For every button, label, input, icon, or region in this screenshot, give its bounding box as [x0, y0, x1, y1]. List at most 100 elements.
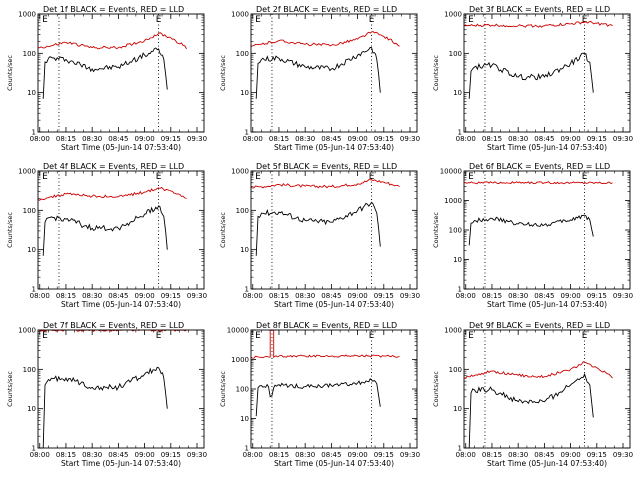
x-tick-label: 08:15	[482, 292, 502, 300]
series-events-line	[468, 372, 594, 449]
x-tick-label: 09:15	[587, 292, 607, 300]
x-tick-label: 08:00	[243, 292, 263, 300]
y-tick-label: 100	[23, 207, 36, 215]
x-tick-label: 08:00	[30, 135, 50, 143]
x-tick-label: 08:30	[82, 292, 102, 300]
x-tick-label: 08:30	[82, 451, 102, 459]
series-lld-line	[37, 32, 187, 50]
x-axis-label: Start Time (05-Jun-14 07:53:40)	[274, 459, 394, 468]
plot-frame	[37, 13, 205, 133]
x-tick-label: 09:00	[134, 292, 154, 300]
y-tick-label: 10	[27, 405, 36, 413]
plot-frame	[463, 13, 631, 133]
event-marker-E: E	[255, 172, 261, 182]
y-tick-label: 1000	[444, 197, 462, 205]
panel-8: Det 8f BLACK = Events, RED = LLD 1 10 100 10…	[219, 321, 420, 468]
x-tick-label: 08:30	[508, 451, 528, 459]
plot-frame	[250, 170, 418, 290]
plot-frame	[37, 329, 205, 449]
panel-title: Det 3f BLACK = Events, RED = LLD	[469, 5, 610, 14]
x-tick-label: 08:30	[295, 135, 315, 143]
y-tick-label: 1	[32, 286, 36, 294]
x-tick-label: 09:00	[347, 451, 367, 459]
x-tick-label: 09:00	[560, 451, 580, 459]
y-tick-label: 10	[240, 246, 249, 254]
panel-title: Det 5f BLACK = Events, RED = LLD	[256, 162, 397, 171]
series-events-line	[42, 366, 168, 449]
x-axis-label: Start Time (05-Jun-14 07:53:40)	[487, 300, 607, 309]
x-tick-label: 09:30	[613, 451, 633, 459]
x-tick-label: 09:15	[374, 135, 394, 143]
panel-title: Det 8f BLACK = Events, RED = LLD	[256, 321, 397, 330]
x-tick-label: 08:45	[534, 135, 554, 143]
y-tick-label: 1	[458, 286, 462, 294]
y-tick-label: 10	[453, 405, 462, 413]
series-lld-line	[250, 31, 400, 47]
x-tick-label: 09:00	[560, 292, 580, 300]
x-tick-label: 08:15	[56, 135, 76, 143]
x-tick-label: 08:15	[269, 451, 289, 459]
x-axis-label: Start Time (05-Jun-14 07:53:40)	[487, 143, 607, 152]
y-axis-label: Counts/sec	[219, 371, 227, 407]
y-tick-label: 1000	[444, 327, 462, 335]
y-tick-label: 10000	[440, 168, 462, 176]
y-tick-label: 10	[27, 246, 36, 254]
event-marker-E: E	[468, 331, 474, 341]
x-tick-label: 08:45	[534, 451, 554, 459]
x-tick-label: 09:30	[400, 292, 420, 300]
x-tick-label: 08:30	[295, 451, 315, 459]
y-tick-label: 1	[32, 129, 36, 137]
x-tick-label: 08:45	[321, 292, 341, 300]
series-lld-line	[37, 186, 187, 201]
x-tick-label: 09:15	[374, 451, 394, 459]
y-tick-label: 100	[236, 207, 249, 215]
y-tick-label: 1000	[18, 327, 36, 335]
y-axis-label: Counts/sec	[6, 371, 14, 407]
x-tick-label: 08:00	[456, 451, 476, 459]
x-tick-label: 09:30	[187, 135, 207, 143]
x-tick-label: 08:00	[456, 292, 476, 300]
event-marker-E: E	[42, 172, 48, 182]
x-tick-label: 08:15	[269, 292, 289, 300]
x-tick-label: 09:00	[134, 135, 154, 143]
y-tick-label: 1000	[444, 11, 462, 19]
x-tick-label: 08:30	[295, 292, 315, 300]
y-tick-label: 100	[23, 366, 36, 374]
panel-title: Det 4f BLACK = Events, RED = LLD	[43, 162, 184, 171]
y-tick-label: 1000	[18, 168, 36, 176]
y-tick-label: 1000	[231, 168, 249, 176]
x-tick-label: 09:00	[347, 135, 367, 143]
y-tick-label: 1000	[18, 11, 36, 19]
y-tick-label: 1000	[231, 11, 249, 19]
plot-frame	[250, 329, 418, 449]
y-axis-label: Counts/sec	[432, 55, 440, 91]
y-tick-label: 100	[449, 50, 462, 58]
y-tick-label: 1	[458, 129, 462, 137]
x-axis-label: Start Time (05-Jun-14 07:53:40)	[61, 143, 181, 152]
series-lld-line	[463, 20, 613, 28]
event-marker-E: E	[369, 172, 375, 182]
plot-frame	[463, 170, 631, 290]
x-tick-label: 09:30	[187, 451, 207, 459]
x-axis-label: Start Time (05-Jun-14 07:53:40)	[274, 300, 394, 309]
plot-frame	[37, 170, 205, 290]
x-tick-label: 09:15	[587, 135, 607, 143]
plot-frame	[463, 329, 631, 449]
plot-frame	[250, 13, 418, 133]
x-axis-label: Start Time (05-Jun-14 07:53:40)	[61, 459, 181, 468]
y-tick-label: 10	[453, 89, 462, 97]
series-events-line	[468, 52, 594, 99]
event-marker-E: E	[369, 331, 375, 341]
y-tick-label: 10	[240, 415, 249, 423]
y-axis-label: Counts/sec	[6, 212, 14, 248]
x-tick-label: 08:45	[321, 135, 341, 143]
event-marker-E: E	[582, 331, 588, 341]
y-axis-label: Counts/sec	[219, 212, 227, 248]
event-marker-E: E	[582, 15, 588, 25]
y-tick-label: 100	[236, 50, 249, 58]
event-marker-E: E	[255, 15, 261, 25]
event-marker-E: E	[468, 15, 474, 25]
x-tick-label: 08:45	[108, 135, 128, 143]
y-axis-label: Counts/sec	[219, 55, 227, 91]
